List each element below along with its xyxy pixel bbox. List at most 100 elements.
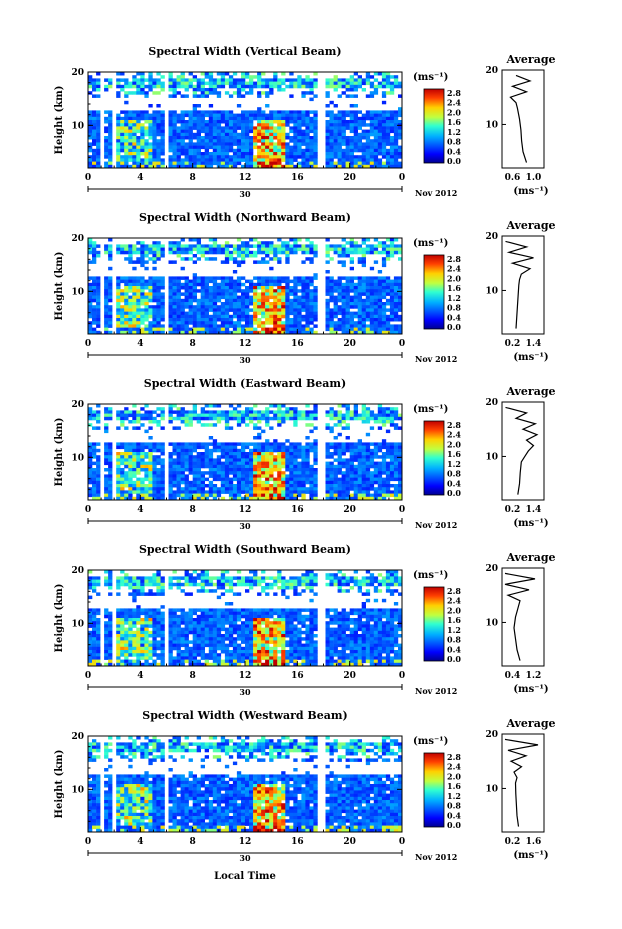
heatmap-cell	[116, 247, 121, 252]
date-label: Nov 2012	[415, 354, 457, 364]
heatmap-cell	[353, 407, 358, 411]
heatmap-cell	[196, 282, 201, 287]
heatmap-cell	[196, 314, 201, 319]
heatmap-cell	[140, 445, 145, 450]
heatmap-cell	[188, 247, 193, 252]
heatmap-cell	[369, 327, 375, 332]
heatmap-cell	[156, 487, 161, 491]
heatmap-cell	[156, 314, 161, 319]
heatmap-cell	[232, 247, 238, 252]
heatmap-cell	[172, 78, 177, 82]
heatmap-cell	[377, 321, 383, 325]
heatmap-cell	[236, 477, 242, 482]
heatmap-cell	[377, 477, 383, 482]
heatmap-cell	[269, 455, 274, 459]
heatmap-cell	[353, 324, 358, 328]
heatmap-cell	[236, 158, 242, 162]
heatmap-cell	[309, 480, 314, 485]
heatmap-cell	[293, 145, 298, 150]
heatmap-cell	[265, 161, 270, 166]
heatmap-cell	[204, 314, 209, 319]
heatmap-cell	[224, 311, 230, 316]
heatmap-cell	[357, 136, 362, 140]
heatmap-cell	[265, 474, 270, 478]
heatmap-cell	[289, 416, 294, 421]
heatmap-cell	[204, 257, 209, 261]
heatmap-cell	[140, 318, 145, 322]
heatmap-cell	[377, 490, 383, 494]
heatmap-cell	[188, 289, 193, 293]
heatmap-cell	[116, 464, 121, 469]
heatmap-cell	[345, 490, 350, 494]
heatmap-cell	[377, 426, 383, 430]
heatmap-cell	[313, 254, 318, 258]
heatmap-cell	[136, 158, 141, 162]
heatmap-cell	[180, 452, 185, 456]
heatmap-cell	[289, 311, 294, 316]
heatmap-cell	[188, 455, 193, 459]
heatmap-cell	[337, 120, 342, 124]
heatmap-cell	[353, 416, 358, 421]
heatmap-cell	[393, 279, 399, 284]
heatmap-cell	[341, 295, 346, 300]
heatmap-cell	[180, 84, 185, 89]
heatmap-cell	[228, 161, 234, 166]
heatmap-cell	[249, 161, 254, 166]
heatmap-cell	[293, 129, 298, 134]
heatmap-cell	[96, 490, 101, 494]
heatmap-cell	[389, 474, 395, 478]
heatmap-cell	[385, 468, 391, 472]
heatmap-cell	[188, 302, 193, 306]
heatmap-cell	[265, 442, 270, 446]
heatmap-cell	[152, 410, 157, 414]
heatmap-cell	[144, 295, 149, 300]
heatmap-cell	[245, 81, 250, 86]
heatmap-cell	[349, 445, 354, 450]
heatmap-cell	[172, 136, 177, 140]
heatmap-cell	[357, 448, 362, 453]
heatmap-cell	[192, 152, 197, 156]
heatmap-cell	[104, 407, 109, 411]
heatmap-cell	[333, 305, 338, 309]
heatmap-cell	[385, 487, 391, 491]
heatmap-cell	[313, 439, 318, 443]
panel-title: Spectral Width (Northward Beam)	[139, 211, 351, 224]
heatmap-cell	[232, 279, 238, 284]
heatmap-cell	[188, 120, 193, 124]
heatmap-cell	[200, 254, 205, 258]
heatmap-cell	[228, 442, 234, 446]
heatmap-cell	[140, 468, 145, 472]
heatmap-cell	[333, 314, 338, 319]
heatmap-cell	[253, 452, 258, 456]
heatmap-cell	[108, 330, 113, 335]
heatmap-cell	[245, 314, 250, 319]
heatmap-cell	[353, 104, 358, 108]
heatmap-cell	[116, 279, 121, 284]
heatmap-cell	[132, 152, 137, 156]
heatmap-cell	[228, 148, 234, 153]
heatmap-cell	[124, 78, 129, 82]
heatmap-cell	[305, 120, 310, 124]
heatmap-cell	[349, 123, 354, 127]
heatmap-cell	[176, 471, 181, 475]
heatmap-cell	[144, 247, 149, 252]
heatmap-cell	[124, 292, 129, 296]
heatmap-cell	[216, 458, 222, 462]
heatmap-cell	[156, 327, 161, 332]
heatmap-cell	[281, 321, 286, 325]
heatmap-cell	[365, 250, 371, 255]
heatmap-cell	[104, 493, 109, 498]
heatmap-cell	[220, 81, 226, 86]
heatmap-cell	[293, 452, 298, 456]
heatmap-cell	[305, 298, 310, 303]
heatmap-cell	[176, 126, 181, 130]
heatmap-cell	[369, 318, 375, 322]
heatmap-cell	[160, 120, 165, 124]
heatmap-cell	[188, 452, 193, 456]
heatmap-cell	[96, 420, 101, 424]
heatmap-cell	[385, 474, 391, 478]
heatmap-cell	[329, 129, 334, 134]
heatmap-cell	[281, 452, 286, 456]
heatmap-cell	[156, 78, 161, 82]
heatmap-cell	[104, 142, 109, 146]
